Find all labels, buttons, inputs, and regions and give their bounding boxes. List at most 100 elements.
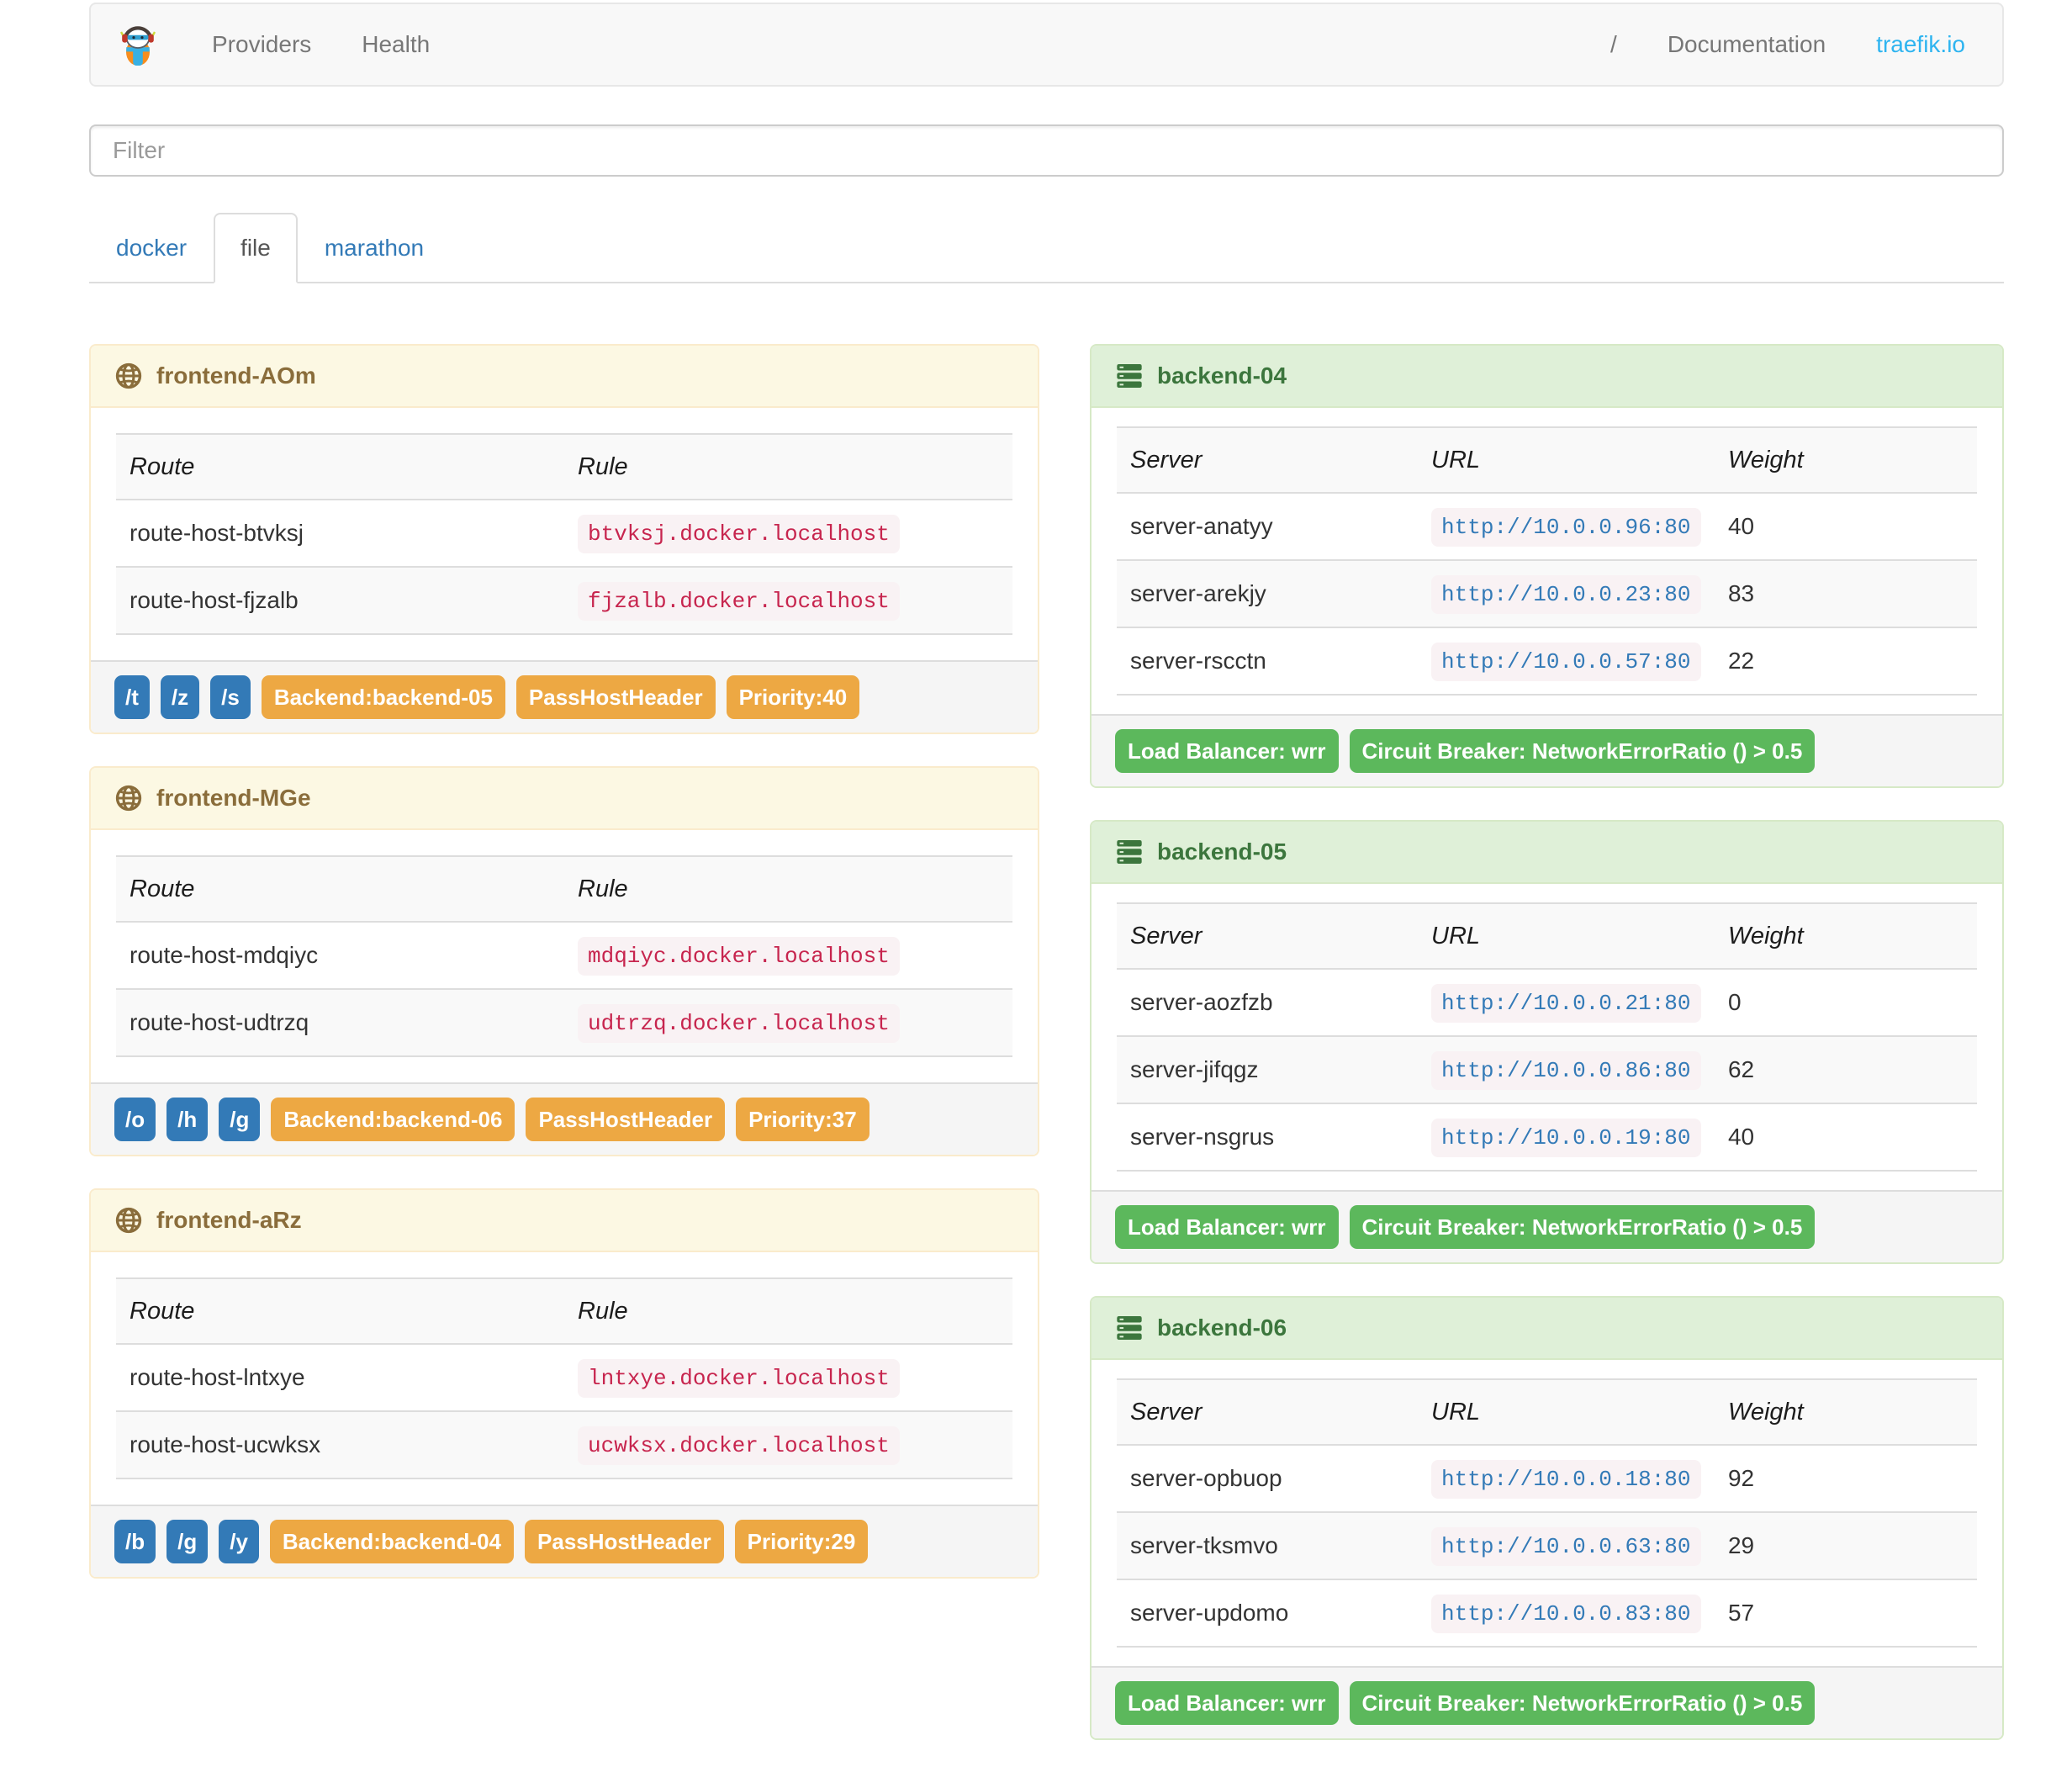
server-name: server-arekjy [1117,560,1419,628]
server-weight: 40 [1714,493,1977,561]
path-tag: /g [219,1098,261,1141]
server-url-link[interactable]: http://10.0.0.63:80 [1431,1527,1701,1566]
traefik-logo-icon [119,26,156,66]
globe-icon [115,785,142,812]
rule-value: btvksj.docker.localhost [578,515,900,553]
circuit-breaker-tag: Circuit Breaker: NetworkErrorRatio () > … [1349,729,1816,773]
nav-link-traefik-io[interactable]: traefik.io [1876,31,1965,57]
table-row: server-opbuop http://10.0.0.18:80 92 [1117,1445,1977,1513]
routes-table: Route Rule route-host-btvksj btvksj.dock… [116,433,1012,635]
rule-value: mdqiyc.docker.localhost [578,937,900,976]
route-name: route-host-udtrzq [116,989,564,1057]
page-container: Providers Health / Documentation traefik… [89,3,2004,1772]
server-weight: 92 [1714,1445,1977,1513]
backend-card-04: backend-04 Server URL Weight [1090,344,2004,788]
column-header-url: URL [1418,903,1715,970]
column-header-server: Server [1117,1379,1419,1446]
route-name: route-host-btvksj [116,500,564,568]
tab-marathon[interactable]: marathon [324,235,425,261]
frontend-card-header: frontend-aRz [91,1190,1038,1252]
backend-title: backend-06 [1157,1314,1287,1341]
navbar-brand[interactable] [118,23,158,66]
rule-value: lntxye.docker.localhost [578,1359,900,1398]
backend-card-header: backend-04 [1092,346,2002,408]
frontend-card-aRz: frontend-aRz Route Rule route-host-lntx [89,1188,1039,1579]
nav-link-providers[interactable]: Providers [212,31,312,57]
frontend-card-header: frontend-AOm [91,346,1038,408]
provider-content: frontend-AOm Route Rule route-host-btvk [89,344,2004,1772]
table-header-row: Server URL Weight [1117,1379,1977,1446]
column-header-rule: Rule [564,434,1012,500]
backend-ref-tag: Backend:backend-05 [261,675,505,719]
table-header-row: Route Rule [116,1278,1012,1345]
server-url-link[interactable]: http://10.0.0.57:80 [1431,643,1701,681]
table-row: server-arekjy http://10.0.0.23:80 83 [1117,560,1977,628]
tab-docker[interactable]: docker [116,235,188,261]
column-header-weight: Weight [1714,903,1977,970]
load-balancer-tag: Load Balancer: wrr [1115,729,1339,773]
nav-link-health[interactable]: Health [362,31,431,57]
passhostheader-tag: PassHostHeader [525,1520,724,1563]
column-header-route: Route [116,434,564,500]
routes-table: Route Rule route-host-lntxye lntxye.dock… [116,1277,1012,1479]
table-row: server-updomo http://10.0.0.83:80 57 [1117,1579,1977,1648]
navbar: Providers Health / Documentation traefik… [89,3,2004,87]
nav-link-slash[interactable]: / [1610,31,1617,57]
path-tag: /z [160,675,200,719]
circuit-breaker-tag: Circuit Breaker: NetworkErrorRatio () > … [1349,1205,1816,1249]
backend-card-header: backend-05 [1092,822,2002,884]
server-url-link[interactable]: http://10.0.0.19:80 [1431,1119,1701,1157]
path-tag: /g [166,1520,209,1563]
route-name: route-host-lntxye [116,1344,564,1412]
priority-tag: Priority:29 [734,1520,869,1563]
column-header-route: Route [116,856,564,923]
nav-link-documentation[interactable]: Documentation [1667,31,1826,57]
server-weight: 40 [1714,1103,1977,1172]
backend-card-header: backend-06 [1092,1298,2002,1360]
server-icon [1117,364,1142,388]
path-tag: /h [166,1098,209,1141]
route-name: route-host-mdqiyc [116,922,564,990]
server-url-link[interactable]: http://10.0.0.23:80 [1431,575,1701,614]
table-row: server-anatyy http://10.0.0.96:80 40 [1117,493,1977,561]
servers-table: Server URL Weight server-anatyy http://1… [1117,426,1977,696]
table-row: route-host-lntxye lntxye.docker.localhos… [116,1344,1012,1412]
server-url-link[interactable]: http://10.0.0.96:80 [1431,508,1701,547]
server-icon [1117,1316,1142,1340]
server-name: server-anatyy [1117,493,1419,561]
tab-file[interactable]: file [214,213,298,283]
table-row: server-jifqgz http://10.0.0.86:80 62 [1117,1036,1977,1104]
column-header-weight: Weight [1714,1379,1977,1446]
server-url-link[interactable]: http://10.0.0.83:80 [1431,1595,1701,1633]
circuit-breaker-tag: Circuit Breaker: NetworkErrorRatio () > … [1349,1681,1816,1725]
frontend-title: frontend-AOm [156,362,316,389]
column-header-url: URL [1418,427,1715,494]
servers-table: Server URL Weight server-aozfzb http://1… [1117,902,1977,1172]
frontends-column: frontend-AOm Route Rule route-host-btvk [89,344,1039,1611]
server-name: server-jifqgz [1117,1036,1419,1104]
server-weight: 22 [1714,627,1977,696]
backend-card-footer: Load Balancer: wrr Circuit Breaker: Netw… [1092,714,2002,786]
server-weight: 83 [1714,560,1977,628]
frontend-card-AOm: frontend-AOm Route Rule route-host-btvk [89,344,1039,734]
path-tag: /b [114,1520,156,1563]
filter-input[interactable] [89,124,2004,177]
server-url-link[interactable]: http://10.0.0.21:80 [1431,984,1701,1023]
path-tag: /t [114,675,150,719]
backend-card-footer: Load Balancer: wrr Circuit Breaker: Netw… [1092,1190,2002,1262]
server-weight: 57 [1714,1579,1977,1648]
priority-tag: Priority:37 [736,1098,870,1141]
backend-ref-tag: Backend:backend-04 [269,1520,515,1563]
server-icon [1117,840,1142,864]
frontend-card-header: frontend-MGe [91,768,1038,830]
globe-icon [115,362,142,389]
table-header-row: Server URL Weight [1117,427,1977,494]
table-header-row: Server URL Weight [1117,903,1977,970]
frontend-card-MGe: frontend-MGe Route Rule route-host-mdqi [89,766,1039,1156]
server-url-link[interactable]: http://10.0.0.86:80 [1431,1051,1701,1090]
routes-table: Route Rule route-host-mdqiyc mdqiyc.dock… [116,855,1012,1057]
server-name: server-tksmvo [1117,1512,1419,1580]
table-row: route-host-fjzalb fjzalb.docker.localhos… [116,567,1012,635]
server-url-link[interactable]: http://10.0.0.18:80 [1431,1460,1701,1499]
backend-card-06: backend-06 Server URL Weight [1090,1296,2004,1740]
